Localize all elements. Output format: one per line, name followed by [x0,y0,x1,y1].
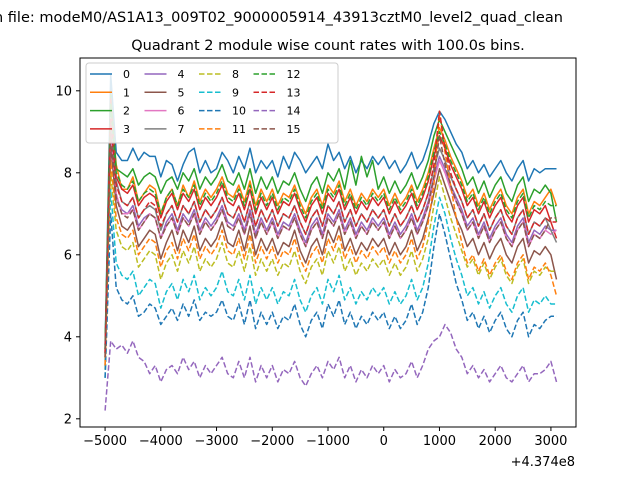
y-axis: 2 4 6 8 10 [55,84,80,427]
x-tick-label: 3000 [534,434,567,449]
x-tick-label: −2000 [250,434,294,449]
y-tick-label: 6 [64,248,72,263]
legend-label-13: 13 [287,86,301,99]
legend-label-11: 11 [232,123,246,136]
x-tick-label: −3000 [195,434,239,449]
legend-box [85,62,339,144]
y-tick-label: 8 [64,166,72,181]
legend-label-3: 3 [123,123,130,136]
series-line-15 [104,131,557,358]
series-line-5 [104,143,558,366]
x-tick-label: −4000 [139,434,183,449]
series-line-10 [104,213,557,378]
series-line-9 [104,188,557,378]
x-tick-label: 2000 [479,434,512,449]
y-tick-label: 4 [64,330,72,345]
y-tick-label: 10 [55,84,72,99]
x-tick-label: 0 [380,434,388,449]
x-axis: −5000 −4000 −3000 −2000 −1000 0 1000 2000 3000 [83,427,567,449]
series-layer [104,73,558,411]
x-tick-label: 1000 [423,434,456,449]
series-line-11 [104,110,558,366]
series-line-12 [104,102,557,350]
legend-label-4: 4 [178,68,185,81]
legend-label-8: 8 [232,68,239,81]
legend-label-7: 7 [178,123,185,136]
plot-area: −5000 −4000 −3000 −2000 −1000 0 1000 2000 3000 2… [55,57,577,470]
y-tick-label: 2 [64,412,72,427]
series-line-0 [104,73,557,346]
legend-label-12: 12 [287,68,301,81]
legend-label-1: 1 [123,86,130,99]
legend-label-2: 2 [123,105,130,118]
series-line-3 [104,98,558,354]
chart-title: Quadrant 2 module wise count rates with … [131,38,525,54]
series-line-4 [104,122,557,362]
x-offset-label: +4.374e8 [511,455,575,470]
legend-label-6: 6 [178,105,185,118]
x-tick-label: −5000 [83,434,127,449]
series-line-14 [104,323,558,411]
figure-suptitle: n file: modeM0/AS1A13_009T02_9000005914_… [0,10,563,26]
legend-label-0: 0 [123,68,130,81]
legend-label-5: 5 [178,86,185,99]
legend-label-9: 9 [232,86,239,99]
series-line-13 [104,110,557,354]
legend-label-15: 15 [287,123,301,136]
legend-label-10: 10 [232,105,246,118]
series-line-2 [104,94,558,350]
series-line-8 [104,172,557,370]
x-tick-label: −1000 [306,434,350,449]
legend-label-14: 14 [287,105,301,118]
